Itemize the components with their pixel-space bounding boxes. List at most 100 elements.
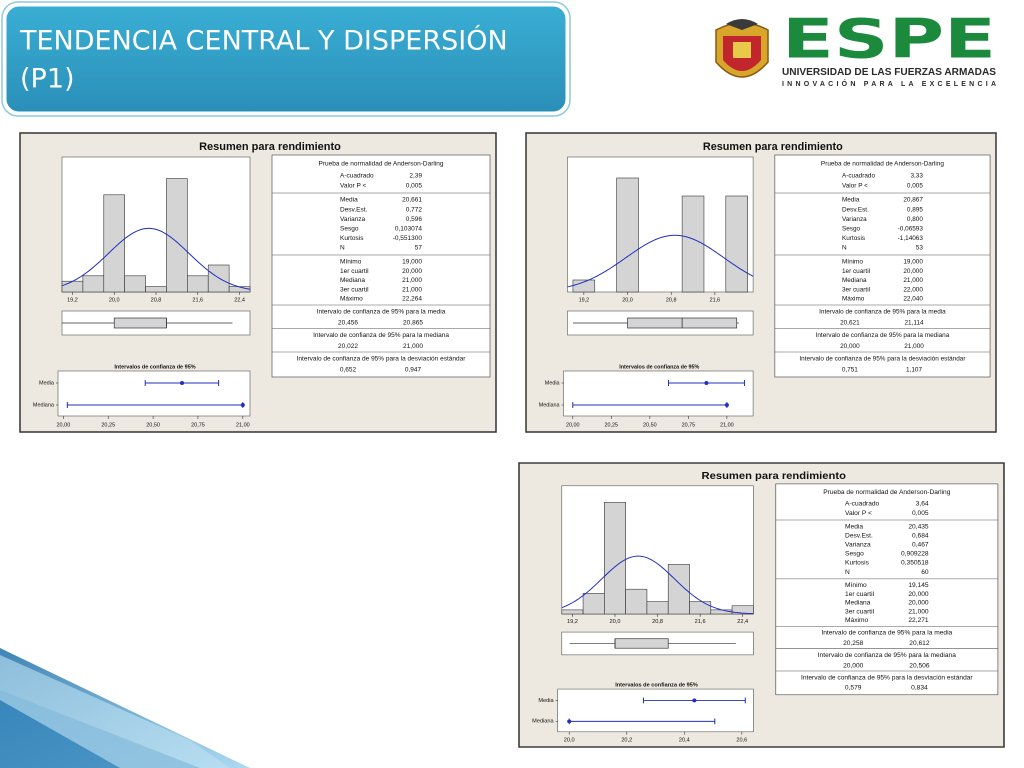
x-tick-label: 19,2 — [567, 619, 578, 625]
histogram-bar — [82, 275, 105, 293]
x-tick-label: 20,8 — [151, 297, 162, 303]
stat-label: Varianza — [842, 216, 867, 223]
stat-value: 57 — [415, 245, 423, 252]
stat-value: 0,909228 — [901, 551, 929, 558]
ci-point — [240, 403, 245, 407]
summary-panel: Resumen para rendimiento 19,2 20,0 20,8 21,6… — [518, 462, 1005, 748]
stat-label: Kurtosis — [340, 235, 364, 242]
stat-label: Mediana — [340, 277, 365, 284]
stat-label: Media — [340, 197, 358, 204]
ci-point — [704, 381, 709, 385]
interval-low: 20,000 — [843, 663, 864, 670]
stat-label: Mediana — [845, 600, 871, 607]
stat-value: 0,772 — [406, 206, 423, 213]
stat-label: 1er cuartil — [842, 268, 870, 275]
stat-value: 20,867 — [903, 197, 923, 204]
stat-label: Media — [842, 197, 860, 204]
stat-value: 0,350518 — [901, 560, 929, 567]
stat-value: -1,14063 — [898, 235, 924, 242]
logo-university: UNIVERSIDAD DE LAS FUERZAS ARMADAS — [782, 66, 996, 78]
stat-label: Mediana — [842, 277, 867, 284]
stat-value: 3,64 — [916, 501, 929, 508]
stat-label: Valor P < — [842, 183, 868, 190]
interval-title: Intervalo de confianza de 95% para la de… — [801, 674, 974, 681]
stat-value: 53 — [916, 245, 924, 252]
ci-row-label: Media — [538, 698, 553, 704]
stat-value: 0,895 — [907, 206, 923, 213]
stat-value: 21,000 — [903, 277, 923, 284]
x-tick-label: 19,2 — [579, 297, 590, 303]
interval-title: Intervalo de confianza de 95% para la de… — [297, 356, 467, 363]
ci-title: Intervalos de confianza de 95% — [619, 364, 699, 370]
x-tick-label: 19,2 — [67, 297, 78, 303]
logo-castle — [733, 42, 751, 58]
interval-title: Intervalo de confianza de 95% para la de… — [799, 356, 966, 363]
stat-value: 19,000 — [402, 259, 422, 266]
summary-panel: Resumen para rendimiento 19,2 20,0 20,8 21,6… — [19, 132, 497, 433]
x-tick-label: 20,0 — [109, 297, 120, 303]
summary-panel: Resumen para rendimiento 19,2 20,0 20,8 21,6… — [525, 132, 997, 433]
stat-label: Desv.Est. — [845, 533, 873, 540]
x-tick-label: 20,0 — [610, 619, 621, 625]
x-tick-label: 22,4 — [234, 297, 245, 303]
table-header: Prueba de normalidad de Anderson-Darling — [823, 489, 951, 496]
ci-x-tick-label: 20,4 — [679, 738, 690, 744]
logo: ESPE UNIVERSIDAD DE LAS FUERZAS ARMADAS … — [715, 8, 996, 88]
stat-label: Kurtosis — [845, 560, 869, 567]
ci-x-tick-label: 20,50 — [146, 422, 160, 428]
stat-label: Desv.Est. — [842, 206, 869, 213]
interval-high: 20,506 — [909, 663, 930, 670]
stats-table — [774, 154, 991, 378]
stat-label: 1er cuartil — [340, 268, 369, 275]
ci-x-tick-label: 20,25 — [605, 422, 619, 428]
histogram-bar — [207, 264, 230, 293]
stat-value: 21,000 — [402, 286, 422, 293]
panel-title: Resumen para rendimiento — [703, 141, 843, 153]
ci-point — [179, 381, 184, 385]
stat-value: 0,684 — [912, 533, 929, 540]
ci-area — [57, 370, 251, 417]
interval-high: 20,612 — [909, 640, 930, 647]
header-box — [3, 3, 569, 115]
histogram-bar — [187, 275, 209, 293]
histogram-bar — [103, 194, 125, 293]
decoration — [0, 655, 230, 768]
stat-value: 22,271 — [908, 617, 929, 624]
stat-label: Valor P < — [845, 510, 872, 517]
stat-label: 3er cuartil — [842, 286, 870, 293]
ci-row-label: Mediana — [539, 402, 561, 408]
panel-title: Resumen para rendimiento — [199, 141, 341, 153]
histogram-bar — [604, 502, 626, 615]
x-tick-label: 20,8 — [666, 297, 677, 303]
interval-high: 21,114 — [904, 320, 924, 327]
stat-label: Sesgo — [842, 225, 861, 232]
interval-low: 20,000 — [840, 343, 860, 350]
interval-high: 0,947 — [405, 367, 422, 374]
ci-x-tick-label: 20,2 — [621, 738, 632, 744]
stat-label: A-cuadrado — [340, 173, 374, 180]
interval-low: 0,579 — [845, 685, 862, 692]
stat-label: A-cuadrado — [842, 173, 875, 180]
stat-label: Varianza — [845, 542, 871, 549]
stat-value: -0,06593 — [898, 225, 924, 232]
histogram-bar — [710, 609, 733, 615]
ci-x-tick-label: 20,6 — [736, 738, 747, 744]
interval-title: Intervalo de confianza de 95% para la me… — [819, 309, 946, 316]
stat-value: 20,000 — [903, 268, 923, 275]
normal-curve — [61, 227, 251, 290]
ci-x-tick-label: 20,50 — [643, 422, 657, 428]
interval-title: Intervalo de confianza de 95% para la me… — [816, 332, 950, 339]
stat-label: Kurtosis — [842, 235, 865, 242]
interval-high: 0,834 — [911, 685, 928, 692]
stat-label: Mínimo — [340, 259, 362, 266]
stat-label: N — [845, 569, 850, 576]
x-tick-label: 22,4 — [737, 619, 748, 625]
stat-value: 22,000 — [903, 286, 923, 293]
interval-title: Intervalo de confianza de 95% para la me… — [313, 332, 449, 339]
interval-high: 20,865 — [403, 320, 423, 327]
interval-high: 21,000 — [403, 343, 423, 350]
ci-row-label: Mediana — [532, 719, 553, 725]
stat-value: 20,000 — [908, 591, 929, 598]
ci-area — [563, 370, 754, 417]
